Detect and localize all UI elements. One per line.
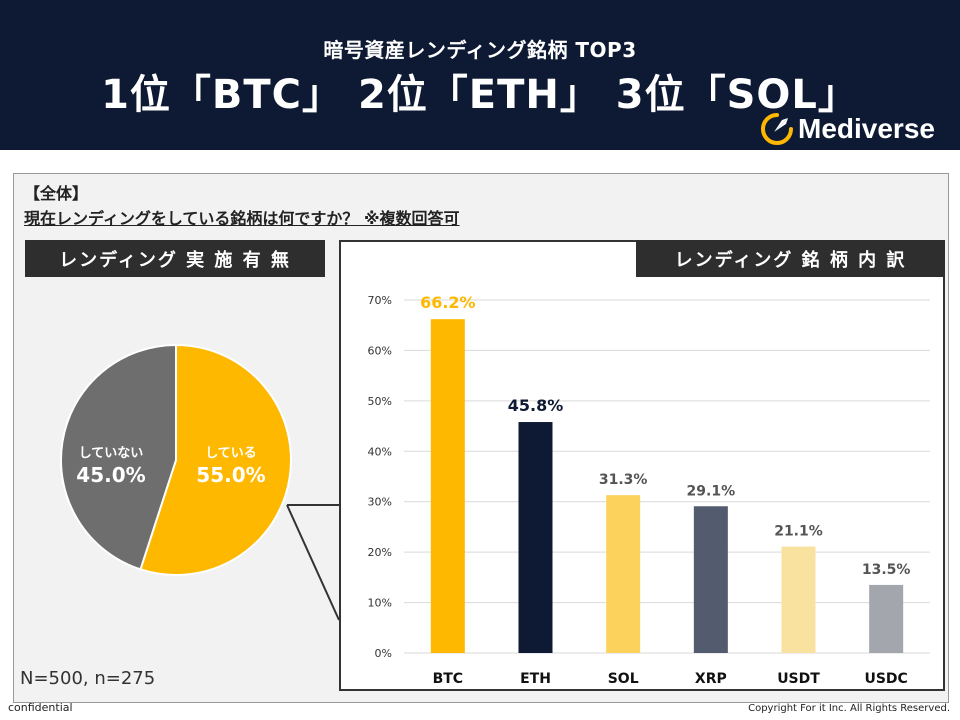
bar-usdc (869, 584, 904, 653)
header-subtitle: 暗号資産レンディング銘柄 TOP3 (323, 38, 637, 62)
bar-value-label: 66.2% (420, 293, 476, 312)
segment-label: 【全体】 (24, 184, 89, 203)
y-tick-label: 40% (368, 445, 392, 458)
y-tick-label: 30% (368, 496, 392, 509)
bar-section-label: レンディング 銘 柄 内 訳 (636, 240, 945, 277)
pie-slice-doing (139, 343, 292, 576)
pie-label-doing: している (205, 446, 257, 461)
sample-size: N=500, n=275 (20, 668, 156, 689)
x-tick-label: USDC (864, 671, 907, 687)
bar-sol (606, 495, 641, 653)
x-tick-label: SOL (608, 671, 639, 687)
x-tick-label: BTC (433, 671, 464, 687)
bar-eth (518, 422, 553, 653)
survey-question: 現在レンディングをしている銘柄は何ですか？ ※複数回答可 (24, 209, 460, 228)
x-tick-label: ETH (520, 671, 551, 687)
bar-value-label: 13.5% (862, 562, 911, 578)
bar-xrp (693, 506, 728, 653)
brand-name: Mediverse (798, 113, 935, 144)
confidential-note: confidential (8, 701, 73, 714)
pie-value-not-doing: 45.0% (76, 463, 145, 487)
bar-value-label: 29.1% (687, 483, 736, 499)
header-banner: 暗号資産レンディング銘柄 TOP3 1位「BTC」 2位「ETH」 3位「SOL… (0, 0, 960, 150)
bar-value-label: 31.3% (599, 472, 648, 488)
callout-connector (286, 504, 340, 621)
y-tick-label: 20% (368, 546, 392, 559)
header-title: 1位「BTC」 2位「ETH」 3位「SOL」 (101, 72, 859, 118)
bar-value-label: 45.8% (508, 396, 564, 415)
bar-usdt (781, 546, 816, 653)
pie-section-label: レンディング 実 施 有 無 (25, 240, 325, 277)
bar-btc (430, 319, 465, 653)
y-tick-label: 60% (368, 344, 392, 357)
x-tick-label: USDT (777, 671, 820, 687)
y-tick-label: 70% (368, 294, 392, 307)
copyright-note: Copyright For it Inc. All Rights Reserve… (748, 703, 950, 714)
y-tick-label: 0% (375, 647, 392, 660)
brand-rocket-icon (761, 113, 793, 145)
brand-logo: Mediverse (760, 112, 935, 146)
y-tick-label: 10% (368, 597, 392, 610)
bar-value-label: 21.1% (774, 524, 823, 540)
pie-label-not-doing: していない (79, 446, 144, 461)
y-tick-label: 50% (368, 395, 392, 408)
pie-slice-not-doing (60, 343, 177, 571)
pie-value-doing: 55.0% (196, 463, 265, 487)
x-tick-label: XRP (695, 671, 727, 687)
